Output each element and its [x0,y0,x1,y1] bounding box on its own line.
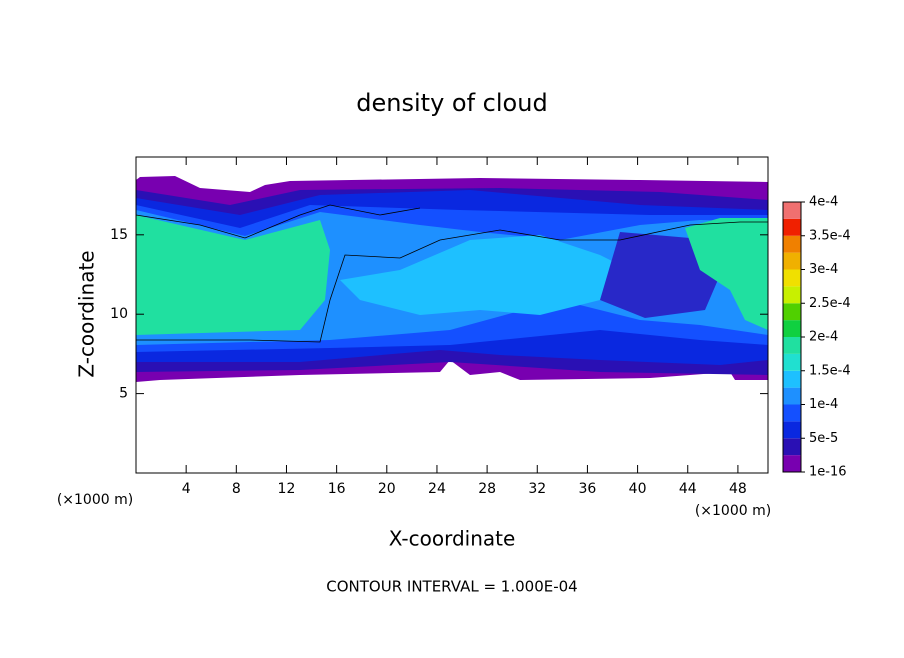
colorbar-band [783,387,801,405]
contour-line [135,204,421,239]
x-tick-label: 48 [729,481,747,497]
x-tick-label: 12 [278,481,296,497]
colorbar-band [783,370,801,388]
colorbar-tick-label: 1e-4 [809,397,838,412]
x-tick-label: 36 [579,481,597,497]
y-tick-label: 15 [110,227,128,243]
colorbar-band [783,269,801,287]
colorbar-tick-label: 1.5e-4 [809,363,851,378]
contour-line [136,221,768,343]
contour-region [685,218,768,330]
x-tick-label: 32 [528,481,546,497]
contour-region [340,235,640,315]
colorbar-band [783,438,801,456]
contour-region [136,215,330,335]
contour-region [600,232,720,318]
x-tick-label: 20 [378,481,396,497]
colorbar-band [783,286,801,304]
y-tick-label: 5 [119,386,128,402]
x-tick-label: 24 [428,481,446,497]
x-axis-title: X-coordinate [389,527,516,551]
x-tick-label: 4 [182,481,191,497]
x-unit-label: (×1000 m) [57,492,133,508]
x-tick-label: 8 [232,481,241,497]
colorbar-band [783,353,801,371]
colorbar-tick-label: 2.5e-4 [809,296,851,311]
colorbar-band [783,421,801,439]
colorbar-band [783,202,801,219]
colorbar-band [783,303,801,321]
colorbar-tick-label: 3e-4 [809,262,838,277]
colorbar-band [783,337,801,354]
x-unit-label: (×1000 m) [695,503,771,519]
colorbar-band [783,218,801,236]
colorbar-tick-label: 5e-5 [809,431,838,446]
colorbar-band [783,320,801,337]
x-tick-label: 44 [679,481,697,497]
colorbar-tick-label: 2e-4 [809,330,838,345]
colorbar-band [783,252,801,270]
contour-field [135,176,768,382]
colorbar-tick-label: 4e-4 [809,195,838,210]
y-tick-label: 10 [110,306,128,322]
x-tick-label: 28 [478,481,496,497]
annotation: CONTOUR INTERVAL = 1.000E-04 [326,578,577,596]
chart-title: density of cloud [356,89,547,117]
plot-frame [135,156,769,474]
x-tick-label: 16 [328,481,346,497]
colorbar-band [783,455,801,472]
y-axis-title: Z-coordinate [75,250,99,377]
colorbar-frame [782,201,802,473]
x-tick-label: 40 [629,481,647,497]
colorbar-band [783,235,801,253]
colorbar-tick-label: 3.5e-4 [809,228,851,243]
colorbar-band [783,404,801,422]
colorbar-tick-label: 1e-16 [809,465,847,480]
